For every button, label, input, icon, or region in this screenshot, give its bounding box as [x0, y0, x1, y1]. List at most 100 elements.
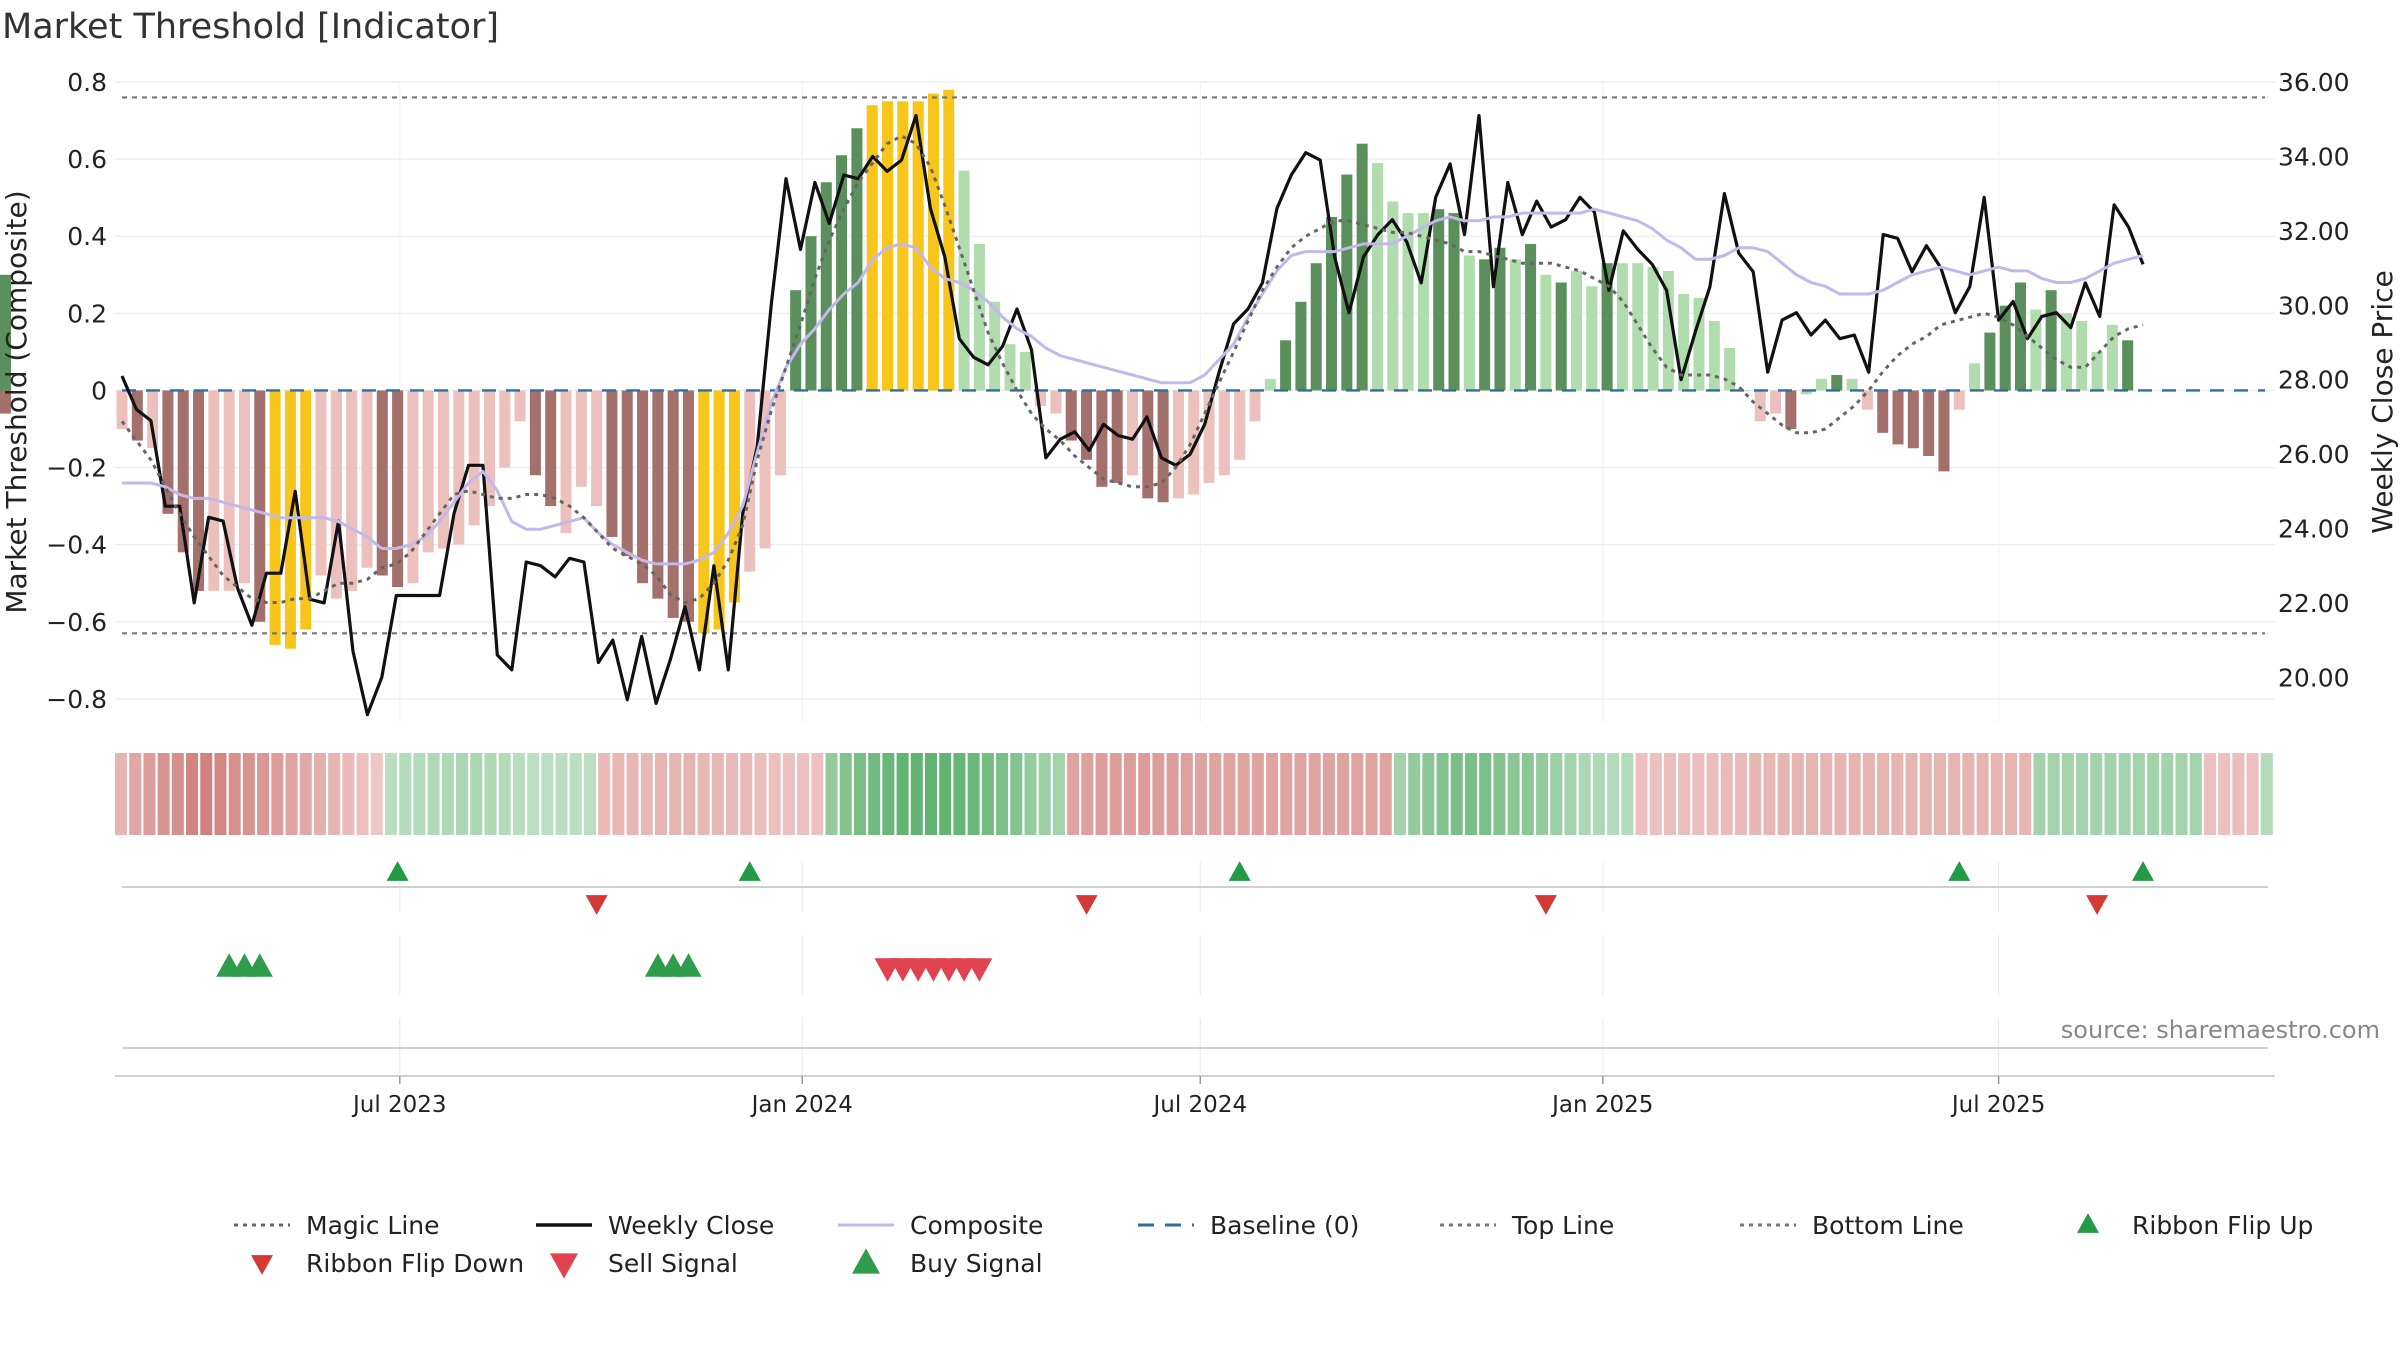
ribbon-flip-down-marker — [2086, 895, 2109, 915]
composite-bar — [392, 390, 404, 588]
ribbon-cell — [2104, 753, 2117, 835]
composite-bar — [728, 390, 740, 603]
ribbon-cell — [1266, 753, 1279, 835]
composite-bar — [1632, 263, 1644, 391]
ribbon-cell — [1862, 753, 1875, 835]
legend-label: Buy Signal — [910, 1249, 1043, 1278]
composite-bar — [560, 390, 572, 534]
ribbon-cell — [882, 753, 895, 835]
composite-bar — [407, 390, 419, 584]
ribbon-cell — [1138, 753, 1151, 835]
composite-bar — [1739, 390, 1751, 392]
y2-tick-label: 36.00 — [2278, 68, 2350, 97]
signal-markers-panel — [216, 861, 2154, 982]
composite-bar — [1770, 390, 1782, 414]
ribbon-cell — [271, 753, 284, 835]
ribbon-cell — [612, 753, 625, 835]
ribbon-cell — [910, 753, 923, 835]
composite-bar — [330, 390, 342, 599]
ribbon-cell — [2033, 753, 2046, 835]
ribbon-cell — [2047, 753, 2060, 835]
composite-bar — [790, 290, 802, 391]
ribbon-cell — [2061, 753, 2074, 835]
y2-tick-label: 24.00 — [2278, 515, 2350, 544]
composite-bar — [468, 390, 480, 526]
legend: Magic Line Weekly Close Composite Baseline … — [234, 1211, 2313, 1279]
ribbon-cell — [925, 753, 938, 835]
ribbon-cell — [2005, 753, 2018, 835]
magic-line-line — [120, 134, 2144, 604]
ribbon-cell — [1195, 753, 1208, 835]
ribbon-cell — [782, 753, 795, 835]
ribbon-cell — [313, 753, 326, 835]
composite-bar — [1249, 390, 1261, 422]
ribbon-cell — [1564, 753, 1577, 835]
composite-bar — [177, 390, 189, 553]
ribbon-cell — [1479, 753, 1492, 835]
composite-bar — [147, 390, 159, 449]
composite-bar — [591, 390, 603, 507]
x-tick-label: Jul 2025 — [1950, 1092, 2046, 1118]
ribbon-cell — [498, 753, 511, 835]
ribbon-cell — [1436, 753, 1449, 835]
ribbon-cell — [1891, 753, 1904, 835]
ribbon-cell — [1692, 753, 1705, 835]
composite-bar — [912, 101, 924, 391]
ribbon-cell — [171, 753, 184, 835]
sell-signal-marker — [966, 958, 993, 982]
ribbon-cell — [1280, 753, 1293, 835]
composite-bar — [1586, 286, 1598, 391]
ribbon-cell — [1621, 753, 1634, 835]
composite-bar — [713, 390, 725, 630]
ribbon-cell — [2203, 753, 2216, 835]
ribbon-cell — [1052, 753, 1065, 835]
ribbon-cell — [896, 753, 909, 835]
composite-bar — [238, 390, 250, 584]
ribbon-cell — [669, 753, 682, 835]
ribbon-flip-up-marker — [1948, 861, 1971, 881]
y-tick-label: −0.6 — [46, 608, 107, 637]
ribbon-cell — [2232, 753, 2245, 835]
ribbon-cell — [2218, 753, 2231, 835]
ribbon-cell — [768, 753, 781, 835]
composite-bar — [1004, 344, 1016, 391]
ribbon-cell — [697, 753, 710, 835]
ribbon-strip — [115, 753, 2273, 835]
reference-lines-layer — [122, 96, 2265, 635]
ribbon-cell — [1337, 753, 1350, 835]
composite-bar — [958, 170, 970, 391]
axes-layer: 0.8 0.6 0.4 0.2 0 −0.2 −0.4 −0.6 −0.8 36.00 34.00 3… — [0, 68, 2399, 1118]
legend-label: Top Line — [1511, 1211, 1614, 1240]
composite-bar — [1341, 174, 1353, 391]
composite-bar — [1188, 390, 1200, 495]
y2-axis-title: Weekly Close Price — [2366, 270, 2399, 533]
composite-bar — [0, 390, 12, 414]
composite-bar — [1540, 274, 1552, 391]
composite-bar — [1846, 378, 1858, 391]
buy-signal-marker — [675, 953, 702, 977]
ribbon-cell — [370, 753, 383, 835]
composite-bar — [621, 390, 633, 557]
composite-bar — [1555, 282, 1567, 391]
ribbon-cell — [1408, 753, 1421, 835]
ribbon-cell — [583, 753, 596, 835]
composite-bar — [1861, 390, 1873, 410]
ribbon-cell — [1735, 753, 1748, 835]
ribbon-cell — [1379, 753, 1392, 835]
ribbon-cell — [1251, 753, 1264, 835]
ribbon-cell — [1550, 753, 1563, 835]
composite-bar — [0, 274, 12, 391]
ribbon-cell — [541, 753, 554, 835]
y2-tick-label: 34.00 — [2278, 142, 2350, 171]
composite-bar — [2091, 351, 2103, 391]
ribbon-cell — [1294, 753, 1307, 835]
ribbon-cell — [797, 753, 810, 835]
composite-bar — [346, 390, 358, 591]
composite-bar — [637, 390, 649, 584]
y-axis-title: Market Threshold (Composite) — [0, 190, 33, 613]
ribbon-cell — [1578, 753, 1591, 835]
ribbon-cell — [385, 753, 398, 835]
composite-bar — [1035, 390, 1047, 406]
ribbon-cell — [2246, 753, 2259, 835]
composite-bar — [820, 182, 832, 391]
